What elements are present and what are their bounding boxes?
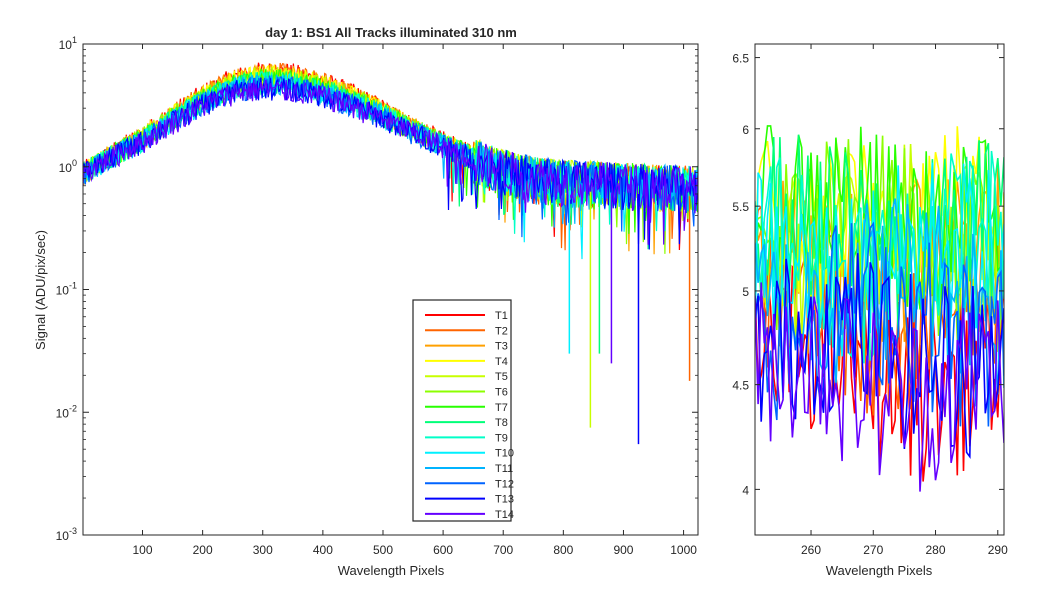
legend-label: T2: [495, 325, 508, 337]
legend-label: T3: [495, 341, 508, 353]
main-y-tick-label: 10-3: [56, 526, 77, 543]
legend-label: T8: [495, 417, 508, 429]
main-x-tick-label: 900: [613, 543, 633, 557]
main-x-tick-label: 800: [553, 543, 573, 557]
legend-label: T6: [495, 387, 508, 399]
zoom-x-axis-label: Wavelength Pixels: [826, 563, 933, 578]
main-x-axis: 100 200 300 400 500 600 700 800 900 1000: [133, 44, 697, 557]
zoom-y-tick-label: 5: [742, 285, 749, 299]
main-y-tick-label: 10-2: [56, 403, 77, 420]
zoom-plot-panel: 260 270 280 290 4 4.5 5 5.5 6 6.5 Wavelength Pix…: [732, 43, 1008, 578]
main-x-tick-label: 700: [493, 543, 513, 557]
main-x-tick-label: 100: [133, 543, 153, 557]
zoom-axes-box: [754, 43, 1005, 536]
zoom-series-group: [755, 125, 1004, 492]
main-y-tick-label: 100: [59, 158, 77, 175]
zoom-x-axis: 260 270 280 290: [801, 44, 1008, 557]
main-x-tick-label: 600: [433, 543, 453, 557]
legend-label: T11: [495, 463, 513, 475]
zoom-y-tick-label: 6: [742, 123, 749, 137]
legend-label: T4: [495, 356, 508, 368]
main-x-tick-label: 300: [253, 543, 273, 557]
legend-label: T5: [495, 371, 508, 383]
legend: T1 T2 T3 T4 T5 T6 T7 T8 T9 T10 T11 T12 T13 T14: [412, 299, 514, 522]
legend-label: T1: [495, 310, 508, 322]
main-x-tick-label: 500: [373, 543, 393, 557]
main-y-axis: 101 100 10-1 10-2 10-3: [56, 35, 698, 543]
legend-items: T1 T2 T3 T4 T5 T6 T7 T8 T9 T10 T11 T12 T13 T14: [425, 310, 514, 521]
zoom-x-tick-label: 260: [801, 543, 821, 557]
main-dip-group: [568, 190, 691, 445]
main-x-axis-label: Wavelength Pixels: [338, 563, 445, 578]
chart-title: day 1: BS1 All Tracks illuminated 310 nm: [265, 25, 517, 40]
zoom-x-tick-label: 270: [863, 543, 883, 557]
zoom-y-tick-label: 6.5: [732, 52, 749, 66]
legend-label: T9: [495, 432, 508, 444]
zoom-y-tick-label: 5.5: [732, 200, 749, 214]
main-series-group: [82, 62, 698, 260]
legend-label: T14: [495, 509, 514, 521]
zoom-x-tick-label: 290: [988, 543, 1008, 557]
zoom-series-line: [755, 150, 1004, 364]
legend-label: T10: [495, 448, 514, 460]
main-y-tick-label: 10-1: [56, 281, 77, 298]
legend-label: T12: [495, 478, 514, 490]
main-series-line: [82, 79, 698, 245]
legend-label: T7: [495, 402, 508, 414]
main-x-tick-label: 1000: [670, 543, 697, 557]
zoom-series-line: [755, 282, 1004, 492]
main-x-tick-label: 400: [313, 543, 333, 557]
zoom-x-tick-label: 280: [926, 543, 946, 557]
main-y-axis-label: Signal (ADU/pix/sec): [33, 230, 48, 350]
zoom-y-tick-label: 4: [742, 483, 749, 497]
main-plot-panel: 100 200 300 400 500 600 700 800 900 1000 10110010…: [33, 35, 699, 578]
zoom-y-axis: 4 4.5 5 5.5 6 6.5: [732, 52, 1004, 497]
main-y-tick-label: 101: [59, 35, 77, 52]
zoom-y-tick-label: 4.5: [732, 379, 749, 393]
main-x-tick-label: 200: [193, 543, 213, 557]
legend-label: T13: [495, 494, 514, 506]
